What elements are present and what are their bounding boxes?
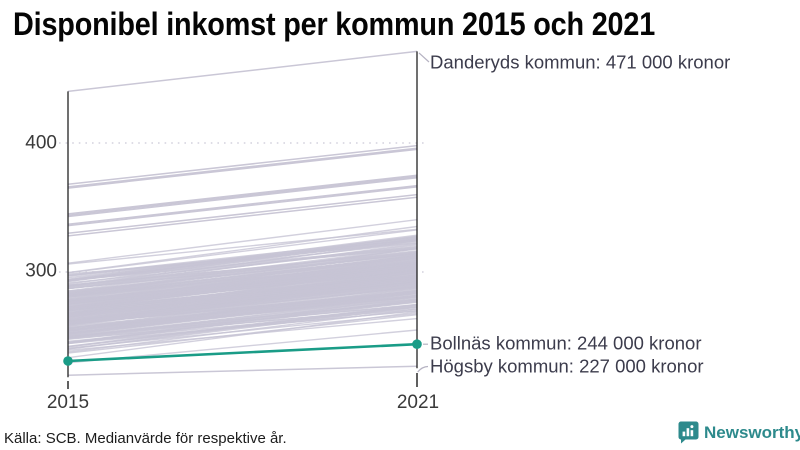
annotation-hogsby: Högsby kommun: 227 000 kronor (430, 355, 704, 377)
annotation-danderyd: Danderyds kommun: 471 000 kronor (430, 51, 731, 73)
newsworthy-icon (678, 421, 699, 444)
annotation-bollnas: Bollnäs kommun: 244 000 kronor (430, 332, 702, 354)
y-axis-tick-400: 400 (25, 132, 57, 154)
newsworthy-wordmark: Newsworthy (704, 422, 800, 442)
y-axis-tick-300: 300 (25, 260, 57, 282)
x-axis-label-2015: 2015 (46, 392, 90, 413)
x-axis-label-2021: 2021 (396, 392, 440, 413)
chart-title: Disponibel inkomst per kommun 2015 och 2… (13, 6, 656, 42)
newsworthy-logo[interactable]: Newsworthy (678, 421, 800, 444)
source-note: Källa: SCB. Medianvärde för respektive å… (4, 430, 287, 447)
